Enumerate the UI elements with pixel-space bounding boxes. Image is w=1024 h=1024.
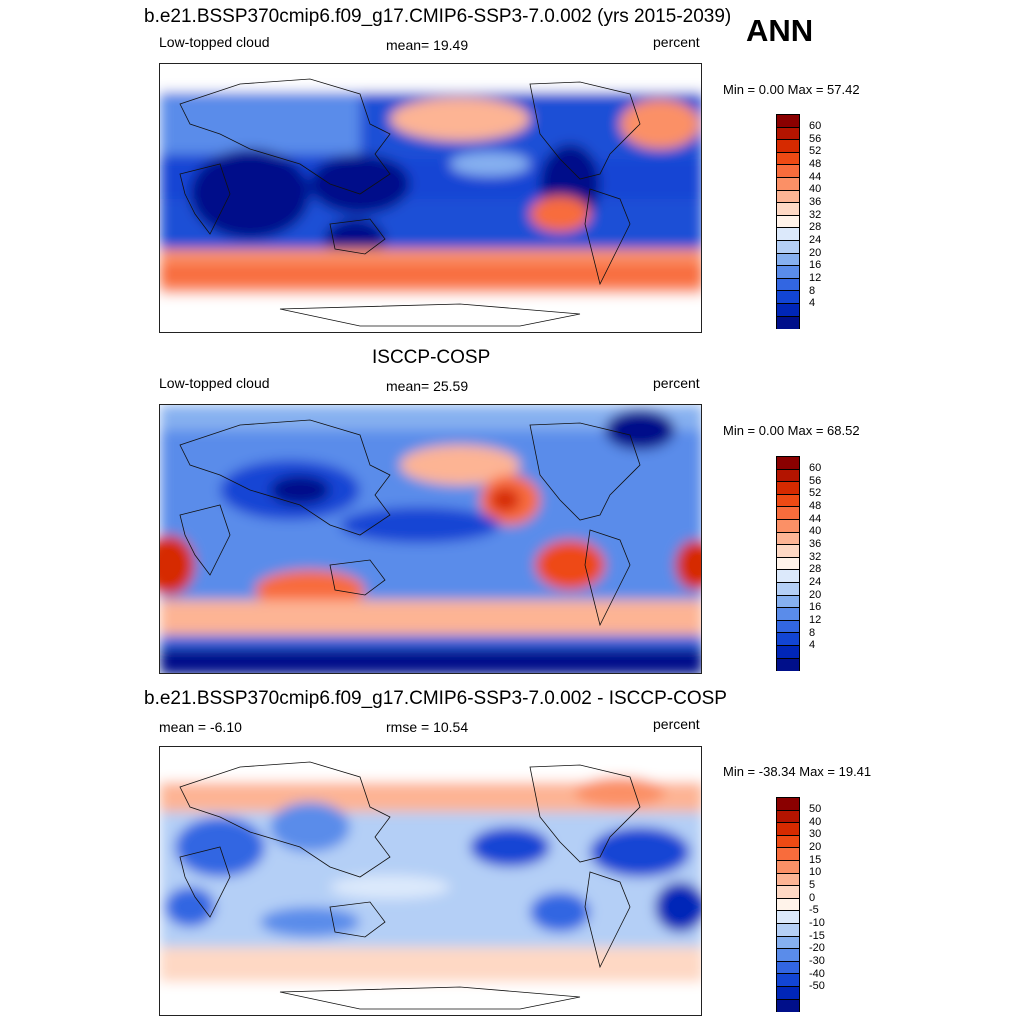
colorbar-tick-label: 36 [809,196,822,209]
colorbar-tick-label: 5 [809,879,816,892]
colorbar-tick-label: 30 [809,828,822,841]
panel3-rmse-label: rmse = 10.54 [386,719,469,735]
panel3-map [159,746,702,1016]
panel1-variable-label: Low-topped cloud [159,34,270,50]
colorbar-tick-label: 20 [809,841,822,854]
colorbar-tick-label: 40 [809,525,822,538]
colorbar-tick-label: -50 [809,980,825,993]
colorbar-tick-label: 60 [809,120,822,133]
panel3-colorbar [776,797,800,1013]
panel1-mean-label: mean= 19.49 [386,37,469,53]
panel3-minmax-label: Min = -38.34 Max = 19.41 [723,764,872,779]
colorbar-tick-label: 24 [809,575,822,588]
panel2-map [159,404,702,674]
colorbar-tick-label: 8 [809,626,816,639]
panel1-units-label: percent [653,34,700,50]
colorbar-tick-label: -15 [809,929,825,942]
panel1-colorbar [776,114,800,330]
colorbar-tick-label: 50 [809,803,822,816]
panel3-units-label: percent [653,716,700,732]
colorbar-tick-label: 28 [809,563,822,576]
panel3-title: b.e21.BSSP370cmip6.f09_g17.CMIP6-SSP3-7.… [144,688,727,709]
colorbar-tick-label: 15 [809,853,822,866]
colorbar-tick-label: 10 [809,866,822,879]
panel2-units-label: percent [653,375,700,391]
colorbar-tick-label: 40 [809,183,822,196]
season-label: ANN [746,13,814,48]
colorbar-tick-label: -40 [809,967,825,980]
colorbar-tick-label: 24 [809,233,822,246]
colorbar-tick-label: 16 [809,259,822,272]
colorbar-tick-label: 12 [809,613,822,626]
colorbar-tick-label: 48 [809,500,822,513]
colorbar-tick-label: 44 [809,170,822,183]
colorbar-tick-label: 20 [809,588,822,601]
colorbar-tick-label: 20 [809,246,822,259]
panel1-title: b.e21.BSSP370cmip6.f09_g17.CMIP6-SSP3-7.… [144,6,732,27]
panel1-minmax-label: Min = 0.00 Max = 57.42 [723,82,860,97]
colorbar-tick-label: -30 [809,954,825,967]
colorbar-tick-label: 44 [809,512,822,525]
colorbar-tick-label: 16 [809,601,822,614]
panel1-map [159,63,702,333]
colorbar-tick-label: 52 [809,145,822,158]
colorbar-tick-label: -20 [809,942,825,955]
panel2-colorbar [776,456,800,672]
colorbar-tick-label: 0 [809,891,816,904]
colorbar-tick-label: 32 [809,208,822,221]
panel2-variable-label: Low-topped cloud [159,375,270,391]
colorbar-tick-label: 4 [809,297,816,310]
colorbar-tick-label: -5 [809,904,819,917]
colorbar-tick-label: 60 [809,462,822,475]
colorbar-tick-label: 4 [809,639,816,652]
colorbar-tick-label: -10 [809,916,825,929]
panel2-minmax-label: Min = 0.00 Max = 68.52 [723,423,860,438]
colorbar-tick-label: 36 [809,538,822,551]
colorbar-tick-label: 56 [809,132,822,145]
colorbar-tick-label: 52 [809,487,822,500]
colorbar-tick-label: 28 [809,221,822,234]
colorbar-tick-label: 8 [809,284,816,297]
colorbar-tick-label: 40 [809,815,822,828]
colorbar-tick-label: 48 [809,158,822,171]
panel2-mean-label: mean= 25.59 [386,378,469,394]
colorbar-tick-label: 32 [809,550,822,563]
colorbar-tick-label: 12 [809,271,822,284]
panel2-title: ISCCP-COSP [372,347,491,368]
panel3-mean-label: mean = -6.10 [159,719,242,735]
colorbar-tick-label: 56 [809,474,822,487]
